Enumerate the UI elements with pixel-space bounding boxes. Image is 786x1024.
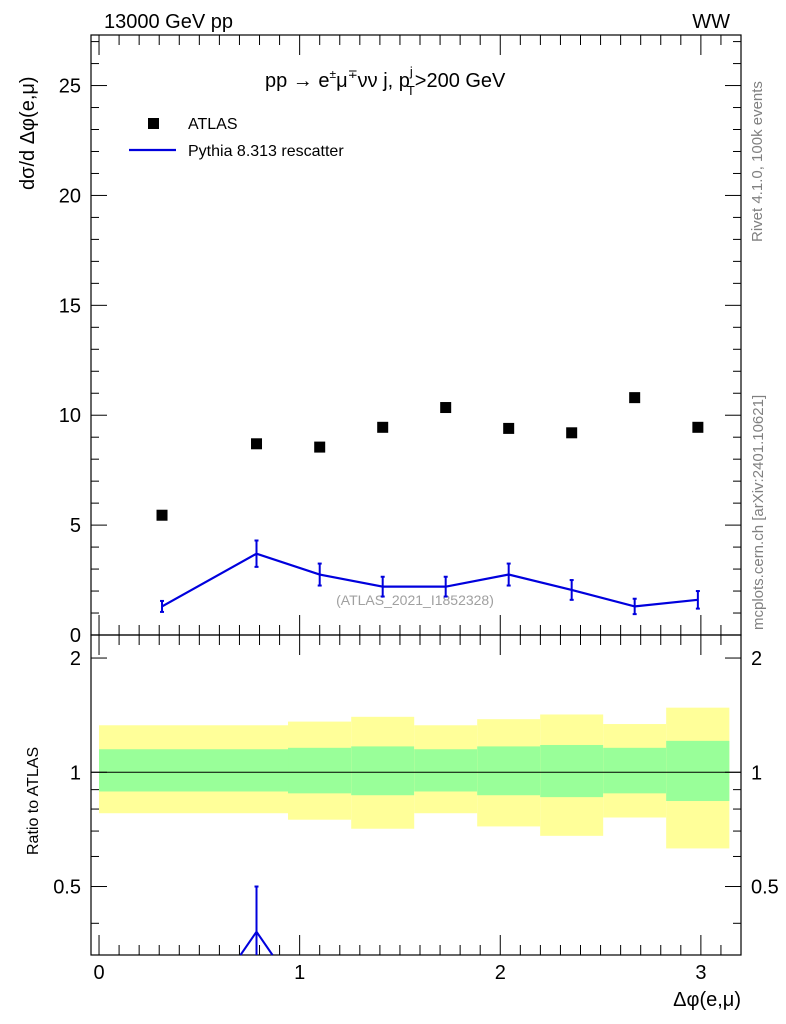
main-y-tick-label: 5 (70, 515, 81, 537)
ratio-green-band-bin (99, 749, 289, 792)
main-y-axis-label: dσ/d Δφ(e,μ) (17, 76, 39, 190)
title-sub-t: T (407, 83, 415, 98)
title-sup-1: ± (329, 67, 336, 81)
main-panel-ticks (91, 35, 742, 636)
legend-pythia-label: Pythia 8.313 rescatter (188, 143, 344, 160)
main-y-tick-label: 10 (59, 405, 81, 427)
ratio-data-layer (239, 885, 274, 956)
atlas-data-point (629, 392, 641, 404)
title-mu: μ (336, 70, 348, 92)
ratio-pythia-line-left (239, 931, 258, 956)
atlas-data-point (251, 438, 263, 450)
ratio-green-band-bin (666, 740, 730, 802)
title-tail: >200 GeV (415, 70, 506, 92)
ratio-y-tick-label-left: 0.5 (53, 877, 81, 899)
side-source-label: mcplots.cern.ch [arXiv:2401.10621] (750, 395, 767, 630)
ratio-pythia-line-right (255, 931, 274, 956)
chart-title: pp → e±μ∓νν j, pj T>200 GeV (265, 64, 506, 98)
title-main: pp → e (265, 70, 329, 92)
ratio-green-band-bin (477, 746, 541, 796)
x-tick-label: 2 (495, 962, 506, 984)
ratio-y-tick-label-left: 2 (70, 648, 81, 670)
main-y-tick-labels: 0 5 10 15 20 25 (59, 76, 81, 647)
main-y-tick-label: 0 (70, 625, 81, 647)
x-tick-label: 3 (695, 962, 706, 984)
ratio-green-band-bin (351, 746, 415, 796)
x-axis-label: Δφ(e,μ) (673, 989, 741, 1011)
ratio-green-band-bin (414, 749, 478, 792)
title-sup-2: ∓ (348, 67, 358, 81)
atlas-data-point (156, 509, 168, 521)
header-process: WW (692, 11, 730, 33)
header-energy: 13000 GeV pp (104, 11, 233, 33)
main-y-tick-label: 20 (59, 185, 81, 207)
main-data-layer (156, 392, 704, 616)
ratio-green-band-bin (288, 747, 352, 794)
x-tick-label: 0 (93, 962, 104, 984)
ratio-bands-layer (91, 707, 741, 849)
atlas-data-point (503, 422, 515, 434)
ratio-panel-frame (90, 634, 742, 956)
legend-atlas-label: ATLAS (188, 116, 238, 133)
legend-atlas-marker (148, 118, 159, 129)
ratio-y-tick-label-right: 1 (751, 762, 762, 784)
atlas-data-point (440, 402, 452, 414)
analysis-watermark: (ATLAS_2021_I1852328) (336, 592, 494, 608)
ratio-y-tick-label-right: 2 (751, 648, 762, 670)
ratio-green-band-bin (603, 747, 667, 794)
ratio-green-band-bin (540, 744, 604, 798)
x-tick-label: 1 (294, 962, 305, 984)
atlas-data-point (566, 427, 578, 439)
atlas-data-point (377, 421, 389, 433)
main-y-tick-label: 25 (59, 76, 81, 98)
side-rivet-label: Rivet 4.1.0, 100k events (749, 81, 766, 242)
atlas-data-point (314, 441, 326, 453)
ratio-y-tick-label-right: 0.5 (751, 877, 779, 899)
atlas-data-point (692, 421, 704, 433)
ratio-y-tick-label-left: 1 (70, 762, 81, 784)
title-sup-j: j (409, 64, 413, 79)
ratio-y-axis-label: Ratio to ATLAS (25, 747, 42, 855)
ratio-tick-labels: 0.5 0.5 1 1 2 2 0 1 2 3 (53, 648, 779, 984)
title-rest: νν j, p (358, 70, 410, 92)
ratio-panel-ticks (91, 635, 742, 955)
main-y-tick-label: 15 (59, 295, 81, 317)
